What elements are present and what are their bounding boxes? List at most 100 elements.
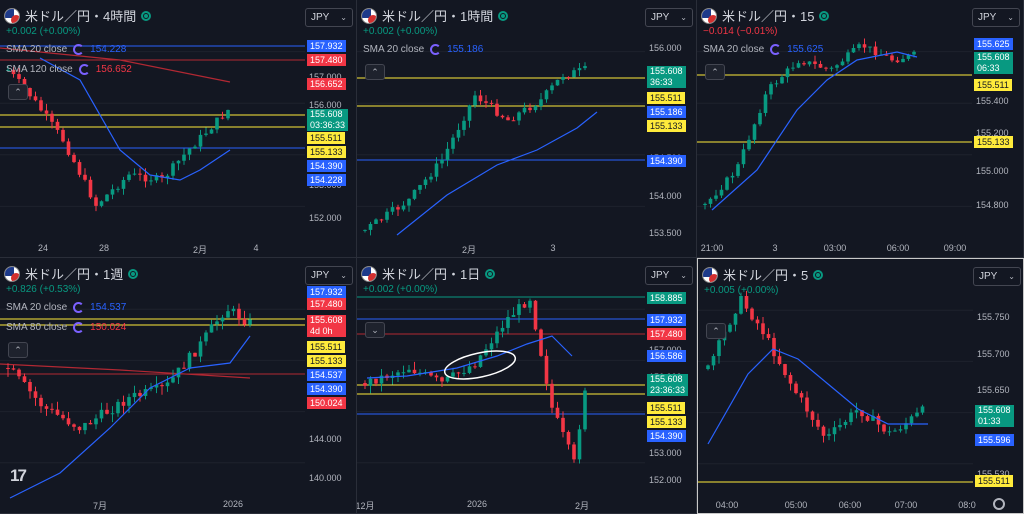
- price-plot[interactable]: [357, 258, 697, 514]
- symbol-title[interactable]: 米ドル／円・15: [722, 9, 815, 24]
- price-label-tag: 157.932: [647, 314, 686, 326]
- candle-body: [121, 401, 126, 406]
- collapse-legend-button[interactable]: ⌃: [706, 323, 726, 339]
- market-open-icon: [813, 269, 824, 280]
- collapse-legend-button[interactable]: ⌃: [365, 64, 385, 80]
- symbol-header[interactable]: 米ドル／円・4時間: [4, 6, 152, 25]
- currency-select[interactable]: JPY ⌄: [972, 8, 1020, 27]
- candle-body: [895, 60, 900, 63]
- price-label-value: 155.133: [650, 417, 683, 427]
- symbol-header[interactable]: 米ドル／円・5: [702, 265, 824, 284]
- currency-select[interactable]: JPY ⌄: [305, 8, 353, 27]
- symbol-header[interactable]: 米ドル／円・1時間: [361, 6, 509, 25]
- time-axis-tick: 21:00: [700, 243, 724, 253]
- candle-body: [736, 164, 740, 176]
- price-axis-tick: 152.000: [309, 213, 342, 223]
- candle-body: [522, 107, 527, 113]
- countdown-timer: 36:33: [650, 77, 673, 87]
- price-axis-tick: 153.000: [649, 448, 682, 458]
- candle-body: [94, 418, 98, 425]
- symbol-header[interactable]: 米ドル／円・1週: [4, 264, 139, 283]
- candle-body: [149, 180, 153, 182]
- price-axis-tick: 157.000: [309, 72, 342, 82]
- price-label-tag: 157.480: [647, 328, 686, 340]
- indicator-legend[interactable]: SMA 20 close 155.625: [703, 44, 823, 55]
- symbol-title[interactable]: 米ドル／円・4時間: [25, 9, 137, 24]
- currency-select[interactable]: JPY ⌄: [645, 266, 693, 285]
- candle-body: [242, 318, 247, 325]
- price-plot[interactable]: [698, 259, 1024, 514]
- candle-body: [66, 141, 71, 155]
- indicator-legend[interactable]: SMA 20 close 155.186: [363, 44, 483, 55]
- candle-body: [396, 372, 400, 376]
- price-label-tag: 155.608 03:36:33: [307, 109, 349, 131]
- price-label-value: 155.133: [310, 356, 343, 366]
- candle-body: [55, 409, 60, 415]
- price-label-value: 155.608: [310, 109, 343, 119]
- tradingview-logo[interactable]: 17: [10, 466, 27, 485]
- price-plot[interactable]: [0, 0, 357, 258]
- symbol-header[interactable]: 米ドル／円・1日: [361, 264, 496, 283]
- symbol-title[interactable]: 米ドル／円・5: [723, 268, 809, 283]
- candle-body: [237, 308, 241, 319]
- indicator-legend[interactable]: SMA 80 close 150.024: [6, 322, 126, 333]
- candle-body: [860, 410, 864, 417]
- chart-panel[interactable]: 米ドル／円・1週 +0.826 (+0.53%) SMA 20 close 154.5…: [0, 258, 357, 514]
- indicator-legend[interactable]: SMA 20 close 154.537: [6, 302, 126, 313]
- currency-select[interactable]: JPY ⌄: [305, 266, 353, 285]
- candle-body: [396, 207, 400, 210]
- candle-body: [846, 52, 850, 62]
- currency-select[interactable]: JPY ⌄: [973, 267, 1021, 286]
- chart-panel[interactable]: 米ドル／円・5 +0.005 (+0.00%) ⌃ JPY ⌄ 155.750 155.70…: [697, 258, 1024, 514]
- candle-body: [544, 355, 549, 384]
- currency-select[interactable]: JPY ⌄: [645, 8, 693, 27]
- candle-body: [915, 412, 919, 417]
- sma-20-line: [366, 335, 573, 379]
- candle-body: [506, 317, 510, 328]
- candle-body: [711, 356, 716, 366]
- chart-panel[interactable]: 米ドル／円・1日+0.002 (+0.00%)⌄JPY⌄157.000156.0…: [357, 258, 697, 514]
- candle-body: [187, 148, 192, 155]
- collapse-legend-button[interactable]: ⌄: [365, 322, 385, 338]
- settings-gear-icon[interactable]: [993, 498, 1005, 510]
- candle-body: [785, 68, 790, 78]
- candle-body: [904, 423, 908, 430]
- candle-body: [39, 100, 43, 111]
- candle-body: [209, 324, 214, 333]
- time-axis-tick: 3: [550, 243, 556, 253]
- price-label-tag: 154.228: [307, 174, 346, 186]
- symbol-title[interactable]: 米ドル／円・1日: [382, 267, 481, 282]
- time-axis-tick: 04:00: [715, 500, 739, 510]
- candle-body: [116, 401, 120, 414]
- symbol-title[interactable]: 米ドル／円・1時間: [382, 9, 494, 24]
- candle-body: [495, 103, 499, 116]
- price-label-value: 158.885: [650, 293, 683, 303]
- symbol-title[interactable]: 米ドル／円・1週: [25, 267, 124, 282]
- candle-body: [248, 319, 252, 325]
- price-axis-tick: 144.000: [309, 434, 342, 444]
- candle-body: [489, 343, 494, 350]
- collapse-legend-button[interactable]: ⌃: [8, 84, 28, 100]
- price-plot[interactable]: [357, 0, 697, 258]
- candle-body: [873, 46, 878, 56]
- indicator-legend[interactable]: SMA 20 close 154.228: [6, 44, 126, 55]
- price-label-tag: 154.390: [307, 383, 346, 395]
- price-plot[interactable]: [697, 0, 1024, 258]
- chart-panel[interactable]: 米ドル／円・1時間 +0.002 (+0.00%) SMA 20 close 155.…: [357, 0, 697, 258]
- candle-body: [132, 392, 137, 398]
- chart-panel[interactable]: 米ドル／円・4時間 +0.002 (+0.00%) SMA 20 close 154.…: [0, 0, 357, 258]
- indicator-legend[interactable]: SMA 120 close 156.652: [6, 64, 132, 75]
- price-change: −0.014 (−0.01%): [703, 26, 778, 37]
- price-label-value: 157.480: [650, 329, 683, 339]
- candle-body: [890, 55, 894, 61]
- collapse-legend-button[interactable]: ⌃: [705, 64, 725, 80]
- sma-20-line: [711, 51, 918, 211]
- candle-body: [539, 99, 543, 107]
- candle-body: [838, 424, 842, 428]
- symbol-header[interactable]: 米ドル／円・15: [701, 6, 830, 25]
- collapse-legend-button[interactable]: ⌃: [8, 342, 28, 358]
- candle-body: [193, 146, 197, 149]
- price-plot[interactable]: [0, 258, 357, 514]
- candle-body: [451, 372, 455, 377]
- chart-panel[interactable]: 米ドル／円・15 −0.014 (−0.01%) SMA 20 close 155.6…: [697, 0, 1024, 258]
